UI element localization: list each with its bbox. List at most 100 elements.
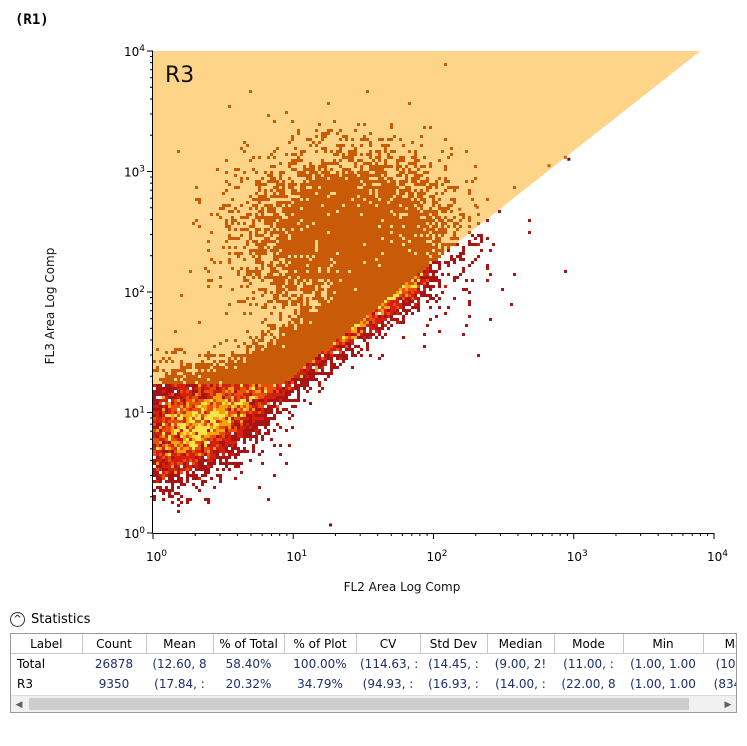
density-bin bbox=[276, 255, 279, 258]
density-bin bbox=[171, 414, 174, 417]
density-bin bbox=[381, 309, 384, 312]
density-bin bbox=[318, 234, 321, 237]
density-bin bbox=[291, 258, 294, 261]
density-bin bbox=[159, 441, 162, 444]
density-bin bbox=[291, 360, 294, 363]
density-bin bbox=[207, 279, 210, 282]
density-bin bbox=[195, 405, 198, 408]
density-bin bbox=[156, 462, 159, 465]
density-bin bbox=[423, 234, 426, 237]
density-bin bbox=[336, 318, 339, 321]
density-bin bbox=[210, 456, 213, 459]
density-bin bbox=[264, 378, 267, 381]
density-bin bbox=[345, 312, 348, 315]
density-bin bbox=[372, 276, 375, 279]
density-bin bbox=[309, 207, 312, 210]
density-bin bbox=[363, 174, 366, 177]
density-bin bbox=[174, 387, 177, 390]
density-bin bbox=[174, 468, 177, 471]
density-bin bbox=[252, 435, 255, 438]
density-bin bbox=[204, 459, 207, 462]
density-bin bbox=[318, 261, 321, 264]
density-bin bbox=[327, 324, 330, 327]
density-bin bbox=[384, 201, 387, 204]
density-bin bbox=[372, 201, 375, 204]
density-bin bbox=[294, 303, 297, 306]
density-bin bbox=[330, 294, 333, 297]
density-bin bbox=[360, 249, 363, 252]
density-bin bbox=[282, 390, 285, 393]
density-bin bbox=[216, 411, 219, 414]
density-bin bbox=[312, 270, 315, 273]
density-bin bbox=[390, 216, 393, 219]
density-bin bbox=[405, 279, 408, 282]
density-bin bbox=[411, 240, 414, 243]
density-bin bbox=[153, 405, 156, 408]
density-bin bbox=[234, 369, 237, 372]
density-bin bbox=[318, 225, 321, 228]
density-bin bbox=[441, 192, 444, 195]
density-bin bbox=[168, 420, 171, 423]
density-bin bbox=[165, 471, 168, 474]
density-bin bbox=[213, 393, 216, 396]
density-bin bbox=[393, 297, 396, 300]
density-bin bbox=[225, 204, 228, 207]
density-bin bbox=[333, 246, 336, 249]
density-bin bbox=[195, 402, 198, 405]
density-bin bbox=[282, 276, 285, 279]
density-bin bbox=[204, 432, 207, 435]
density-bin bbox=[186, 372, 189, 375]
density-bin bbox=[294, 384, 297, 387]
density-bin bbox=[228, 303, 231, 306]
density-bin bbox=[234, 390, 237, 393]
density-bin bbox=[423, 276, 426, 279]
density-bin bbox=[405, 237, 408, 240]
density-bin bbox=[306, 324, 309, 327]
density-bin bbox=[363, 186, 366, 189]
density-bin bbox=[288, 372, 291, 375]
density-bin bbox=[297, 315, 300, 318]
density-bin bbox=[339, 354, 342, 357]
density-bin bbox=[369, 321, 372, 324]
density-bin bbox=[408, 162, 411, 165]
density-bin bbox=[189, 438, 192, 441]
density-bin bbox=[171, 489, 174, 492]
density-bin bbox=[420, 276, 423, 279]
density-bin bbox=[177, 450, 180, 453]
density-bin bbox=[348, 174, 351, 177]
density-bin bbox=[315, 294, 318, 297]
density-bin bbox=[354, 189, 357, 192]
density-bin bbox=[288, 390, 291, 393]
density-bin bbox=[318, 354, 321, 357]
density-bin bbox=[396, 273, 399, 276]
density-bin bbox=[318, 321, 321, 324]
density-bin bbox=[306, 228, 309, 231]
density-bin bbox=[210, 453, 213, 456]
density-bin bbox=[255, 252, 258, 255]
density-bin bbox=[255, 429, 258, 432]
density-bin bbox=[318, 324, 321, 327]
density-bin bbox=[288, 165, 291, 168]
density-bin bbox=[333, 282, 336, 285]
density-bin bbox=[183, 444, 186, 447]
density-bin bbox=[192, 435, 195, 438]
density-bin bbox=[234, 219, 237, 222]
density-bin bbox=[231, 399, 234, 402]
density-bin bbox=[249, 426, 252, 429]
density-bin bbox=[285, 354, 288, 357]
density-bin bbox=[279, 354, 282, 357]
density-bin bbox=[192, 459, 195, 462]
density-bin bbox=[255, 369, 258, 372]
density-bin bbox=[432, 246, 435, 249]
density-bin bbox=[168, 381, 171, 384]
density-bin bbox=[390, 285, 393, 288]
density-bin bbox=[426, 261, 429, 264]
density-bin bbox=[366, 288, 369, 291]
density-bin bbox=[381, 282, 384, 285]
density-bin bbox=[270, 216, 273, 219]
density-bin bbox=[360, 252, 363, 255]
density-bin bbox=[318, 342, 321, 345]
density-bin bbox=[330, 288, 333, 291]
